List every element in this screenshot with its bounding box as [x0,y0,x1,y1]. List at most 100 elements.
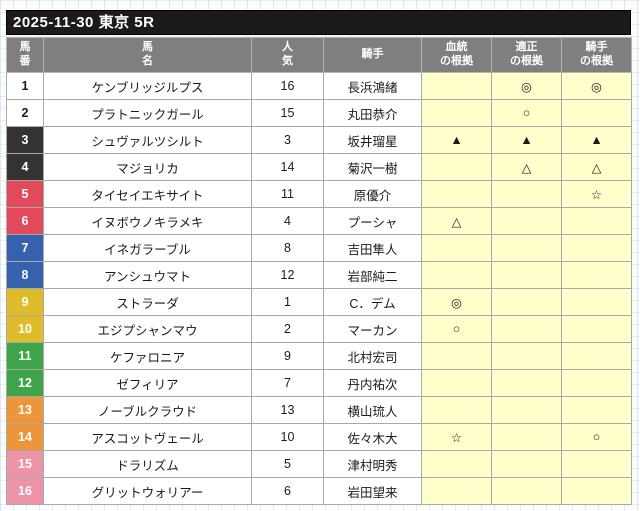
blood-basis-cell [421,153,492,181]
table-row: 5 タイセイエキサイト 11 原優介 ☆ [6,180,632,208]
aptitude-basis-cell [491,180,562,208]
aptitude-basis-cell [491,423,562,451]
blood-basis-cell: △ [421,207,492,235]
blood-basis-cell: ○ [421,315,492,343]
table-row: 4 マジョリカ 14 菊沢一樹 △ △ [6,153,632,181]
table-row: 2 プラトニックガール 15 丸田恭介 ○ [6,99,632,127]
popularity-cell: 7 [251,369,324,397]
horse-number-cell: 15 [6,450,44,478]
horse-number-cell: 1 [6,72,44,100]
horse-name-cell: ノーブルクラウド [43,396,252,424]
aptitude-basis-cell [491,207,562,235]
blood-basis-cell [421,450,492,478]
table-row: 11 ケファロニア 9 北村宏司 [6,342,632,370]
horse-number-cell: 4 [6,153,44,181]
jockey-cell: 長浜鴻緒 [323,72,422,100]
horse-number-cell: 11 [6,342,44,370]
popularity-cell: 6 [251,477,324,505]
horse-number-cell: 14 [6,423,44,451]
table-row: 1 ケンブリッジルプス 16 長浜鴻緒 ◎ ◎ [6,72,632,100]
jockey-cell: 岩田望来 [323,477,422,505]
jockey-basis-cell: ▲ [561,126,632,154]
table-row: 12 ゼフィリア 7 丹内祐次 [6,369,632,397]
aptitude-basis-cell [491,342,562,370]
header-horse-number: 馬 番 [6,37,44,73]
horse-number-cell: 3 [6,126,44,154]
header-jockey-basis: 騎手 の根拠 [561,37,632,73]
table-row: 10 エジプシャンマウ 2 マーカン ○ [6,315,632,343]
horse-name-cell: プラトニックガール [43,99,252,127]
blood-basis-cell: ◎ [421,288,492,316]
horse-number-cell: 10 [6,315,44,343]
popularity-cell: 10 [251,423,324,451]
jockey-basis-cell [561,342,632,370]
table-row: 16 グリットウォリアー 6 岩田望来 [6,477,632,505]
popularity-cell: 4 [251,207,324,235]
table-row: 3 シュヴァルツシルト 3 坂井瑠星 ▲ ▲ ▲ [6,126,632,154]
table-row: 13 ノーブルクラウド 13 横山琉人 [6,396,632,424]
blood-basis-cell [421,180,492,208]
jockey-cell: 菊沢一樹 [323,153,422,181]
aptitude-basis-cell [491,234,562,262]
race-title-banner: 2025-11-30 東京 5R [6,10,631,35]
jockey-basis-cell [561,99,632,127]
horse-name-cell: ストラーダ [43,288,252,316]
blood-basis-cell [421,477,492,505]
horse-name-cell: タイセイエキサイト [43,180,252,208]
jockey-basis-cell [561,369,632,397]
horse-name-cell: ゼフィリア [43,369,252,397]
horse-number-cell: 8 [6,261,44,289]
horse-name-cell: ケファロニア [43,342,252,370]
blood-basis-cell [421,234,492,262]
horse-name-cell: イヌボウノキラメキ [43,207,252,235]
aptitude-basis-cell: ◎ [491,72,562,100]
popularity-cell: 12 [251,261,324,289]
header-popularity: 人 気 [251,37,324,73]
header-jockey: 騎手 [323,37,422,73]
horse-number-cell: 6 [6,207,44,235]
horse-name-cell: ドラリズム [43,450,252,478]
horse-name-cell: エジプシャンマウ [43,315,252,343]
popularity-cell: 13 [251,396,324,424]
jockey-cell: マーカン [323,315,422,343]
race-table: 馬 番 馬 名 人 気 騎手 血統 の根拠 適正 の根拠 騎手 の根拠 1 ケン… [6,37,632,505]
horse-number-cell: 7 [6,234,44,262]
horse-name-cell: イネガラーブル [43,234,252,262]
blood-basis-cell [421,99,492,127]
race-table-body: 1 ケンブリッジルプス 16 長浜鴻緒 ◎ ◎ 2 プラトニックガール 15 丸… [6,72,632,505]
jockey-basis-cell [561,234,632,262]
horse-number-cell: 16 [6,477,44,505]
jockey-cell: 吉田隼人 [323,234,422,262]
aptitude-basis-cell [491,396,562,424]
horse-name-cell: アスコットヴェール [43,423,252,451]
aptitude-basis-cell: ○ [491,99,562,127]
aptitude-basis-cell [491,477,562,505]
horse-number-cell: 13 [6,396,44,424]
popularity-cell: 2 [251,315,324,343]
popularity-cell: 3 [251,126,324,154]
jockey-basis-cell [561,261,632,289]
horse-number-cell: 2 [6,99,44,127]
horse-name-cell: グリットウォリアー [43,477,252,505]
table-row: 14 アスコットヴェール 10 佐々木大 ☆ ○ [6,423,632,451]
jockey-basis-cell: ○ [561,423,632,451]
blood-basis-cell [421,261,492,289]
jockey-cell: C．デム [323,288,422,316]
aptitude-basis-cell: ▲ [491,126,562,154]
header-blood-basis: 血統 の根拠 [421,37,492,73]
jockey-cell: 原優介 [323,180,422,208]
jockey-basis-cell [561,477,632,505]
popularity-cell: 9 [251,342,324,370]
popularity-cell: 5 [251,450,324,478]
race-table-header: 馬 番 馬 名 人 気 騎手 血統 の根拠 適正 の根拠 騎手 の根拠 [6,37,632,73]
table-row: 15 ドラリズム 5 津村明秀 [6,450,632,478]
jockey-basis-cell [561,450,632,478]
blood-basis-cell: ☆ [421,423,492,451]
table-row: 7 イネガラーブル 8 吉田隼人 [6,234,632,262]
jockey-cell: プーシャ [323,207,422,235]
jockey-basis-cell [561,288,632,316]
jockey-basis-cell: △ [561,153,632,181]
header-horse-name: 馬 名 [43,37,252,73]
header-aptitude-basis: 適正 の根拠 [491,37,562,73]
aptitude-basis-cell [491,288,562,316]
